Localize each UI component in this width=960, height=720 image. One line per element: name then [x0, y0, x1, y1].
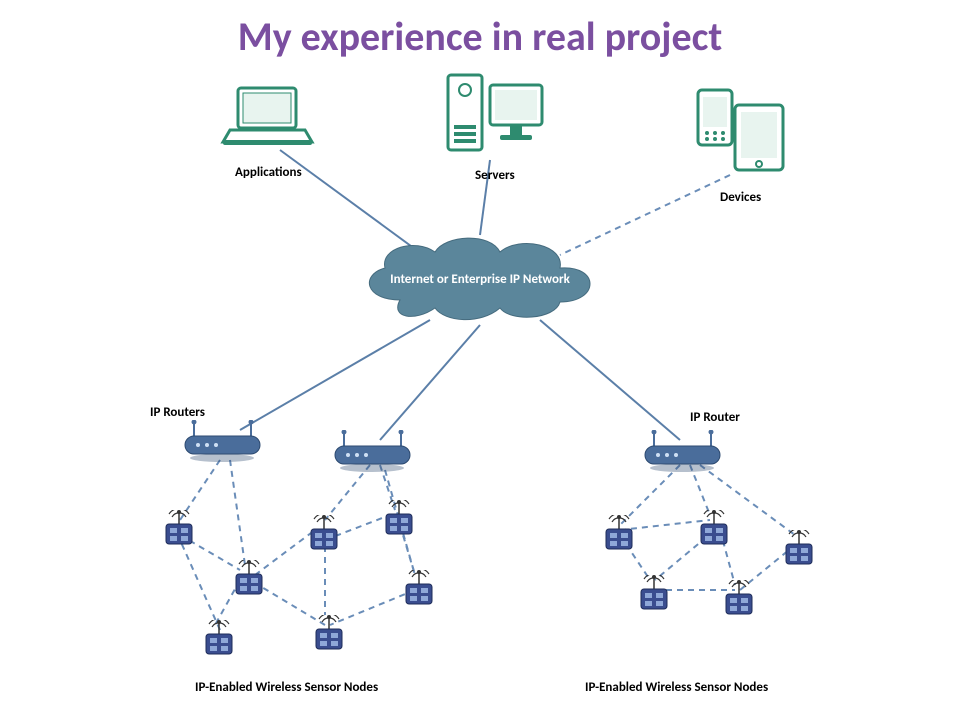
- network-diagram: Internet or Enterprise IP Network: [80, 60, 880, 710]
- sensor-node-icon: [780, 530, 818, 575]
- sensors-left-label: IP-Enabled Wireless Sensor Nodes: [195, 680, 378, 695]
- servers-label: Servers: [475, 168, 515, 183]
- sensor-node-icon: [720, 580, 758, 625]
- devices-label: Devices: [720, 190, 761, 205]
- sensor-node-icon: [310, 615, 348, 660]
- servers-icon: [440, 70, 550, 165]
- sensors-right-label: IP-Enabled Wireless Sensor Nodes: [585, 680, 768, 695]
- sensor-node-icon: [635, 575, 673, 620]
- laptop-icon: [220, 80, 315, 160]
- router-icon: [640, 430, 725, 480]
- sensor-node-icon: [160, 510, 198, 555]
- router-right-label: IP Router: [690, 410, 740, 425]
- cloud-network: Internet or Enterprise IP Network: [350, 230, 610, 330]
- applications-label: Applications: [235, 165, 302, 180]
- sensor-node-icon: [305, 515, 343, 560]
- sensor-node-icon: [400, 570, 438, 615]
- sensor-node-icon: [380, 500, 418, 545]
- router-icon: [180, 420, 265, 470]
- cloud-label: Internet or Enterprise IP Network: [350, 272, 610, 287]
- sensor-node-icon: [230, 560, 268, 605]
- router-icon: [330, 430, 415, 480]
- sensor-node-icon: [695, 510, 733, 555]
- routers-left-label: IP Routers: [150, 405, 205, 420]
- page-title: My experience in real project: [0, 12, 960, 61]
- sensor-node-icon: [600, 515, 638, 560]
- sensor-node-icon: [200, 620, 238, 665]
- devices-icon: [690, 85, 790, 185]
